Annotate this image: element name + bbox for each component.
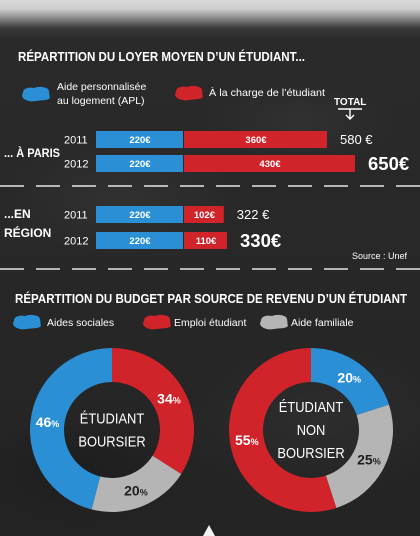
bar-row-2012: 2012 220€ 430€ 650€ <box>64 153 409 174</box>
bar-group-a-paris: ... À PARIS 2011 220€ 360€ 580 € 2012 220€ 430€… <box>4 131 409 174</box>
pct-value: 46 <box>36 414 52 430</box>
apl-segment <box>96 232 183 249</box>
student-share-segment-label: 430€ <box>259 159 281 170</box>
student-share-segment <box>184 206 224 223</box>
donut-center-line: BOURSIER <box>277 444 344 461</box>
pct-value: 55 <box>235 432 251 448</box>
donut-slice-emploi-etudiant <box>112 348 194 474</box>
year-label: 2012 <box>64 159 88 171</box>
group-label: RÉGION <box>4 225 51 240</box>
bar-group-en-region: ...EN RÉGION 2011 220€ 102€ 322 € 2012 220€ 110€… <box>4 206 281 251</box>
legend-apl-label-line-1: Aide personnalisée <box>57 81 146 93</box>
apl-segment <box>96 206 183 223</box>
year-label: 2011 <box>64 210 88 222</box>
apl-segment-label: 220€ <box>129 210 151 221</box>
row-total-value: 322 € <box>237 207 270 222</box>
donut-center-label: BOURSIER <box>277 444 344 461</box>
donut-center-line: NON <box>297 421 326 438</box>
year-label: 2012 <box>64 236 88 248</box>
group-label: ... À PARIS <box>4 145 60 160</box>
pct-unit: % <box>51 419 59 429</box>
apl-segment-label: 220€ <box>129 236 151 247</box>
donut-center-label: BOURSIER <box>78 433 145 450</box>
pct-value: 20 <box>337 369 353 385</box>
legend-apl-label-line-2: au logement (APL) <box>57 95 145 107</box>
row-total-value: 580 € <box>340 132 373 147</box>
pct-unit: % <box>173 396 181 406</box>
rent-chart-title: RÉPARTITION DU LOYER MOYEN D’UN ÉTUDIANT… <box>18 49 305 64</box>
total-column-header: TOTAL <box>334 97 366 108</box>
student-share-segment-label: 102€ <box>194 210 216 221</box>
donut-center-label: ÉTUDIANT <box>279 398 344 415</box>
apl-segment-label: 220€ <box>129 135 151 146</box>
legend-apl-swatch <box>22 86 50 102</box>
donut-center-label: ÉTUDIANT <box>80 410 145 427</box>
pct-value: 34 <box>157 391 173 407</box>
legend-aide-familiale-label: Aide familiale <box>291 317 354 329</box>
student-share-segment <box>184 131 327 148</box>
donut-slice-aide-familiale <box>325 404 393 508</box>
pct-unit: % <box>373 457 381 467</box>
year-label: 2011 <box>64 135 88 147</box>
bar-row-2012: 2012 220€ 110€ 330€ <box>64 230 281 251</box>
pct-unit: % <box>251 437 259 447</box>
row-total-value: 330€ <box>240 230 281 251</box>
donut-slice-label-emploi-etudiant: 34% <box>157 391 181 407</box>
pct-unit: % <box>140 487 148 497</box>
donut-center-line: ÉTUDIANT <box>80 410 145 427</box>
pct-value: 20 <box>124 482 140 498</box>
legend-emploi-etudiant-swatch <box>143 314 171 330</box>
donut-slice-aides-sociales <box>311 348 389 416</box>
source-note: Source : Unef <box>352 251 408 261</box>
donut-slice-label-aide-familiale: 25% <box>357 452 381 468</box>
donut-slice-label-aides-sociales: 20% <box>337 369 361 385</box>
rent-stacked-bar-chart: ... À PARIS 2011 220€ 360€ 580 € 2012 220€ 430€… <box>4 131 409 251</box>
student-share-segment-label: 360€ <box>245 135 267 146</box>
donut-slice-aides-sociales <box>30 348 113 510</box>
apl-segment <box>96 155 183 172</box>
legend-aides-sociales-label: Aides sociales <box>47 317 114 329</box>
donut-slice-emploi-etudiant <box>228 347 337 512</box>
donut-slice-label-emploi-etudiant: 55% <box>235 432 259 448</box>
pct-unit: % <box>353 374 361 384</box>
bottom-pointer-shape <box>203 525 215 536</box>
legend-aides-sociales-swatch <box>13 314 41 330</box>
donut-slice-label-aides-sociales: 46% <box>36 414 60 430</box>
donut-slice-label-aide-familiale: 20% <box>124 482 148 498</box>
student-share-segment <box>184 155 355 172</box>
student-share-segment <box>184 232 227 249</box>
donut-center-line: BOURSIER <box>78 433 145 450</box>
legend-student-share-swatch <box>175 85 203 101</box>
pct-value: 25 <box>357 452 373 468</box>
budget-donut-charts: 34%20%46% ÉTUDIANTBOURSIER20%25%55%ÉTUDIA… <box>30 347 393 512</box>
bar-row-2011: 2011 220€ 360€ 580 € <box>64 131 373 148</box>
donut-slice-aide-familiale <box>91 455 182 512</box>
group-label: ...EN <box>4 207 31 221</box>
donut-center-line: ÉTUDIANT <box>279 398 344 415</box>
budget-chart-title: RÉPARTITION DU BUDGET PAR SOURCE DE REVE… <box>15 291 407 306</box>
donut-center-label: NON <box>297 421 326 438</box>
total-down-arrow-icon <box>338 108 362 120</box>
apl-segment-label: 220€ <box>129 159 151 170</box>
row-total-value: 650€ <box>368 153 409 174</box>
student-share-segment-label: 110€ <box>196 236 217 247</box>
bar-row-2011: 2011 220€ 102€ 322 € <box>64 206 270 223</box>
apl-segment <box>96 131 183 148</box>
legend-aide-familiale-swatch <box>260 314 288 330</box>
legend-student-share-label: À la charge de l’étudiant <box>209 86 325 99</box>
legend-emploi-etudiant-label: Emploi étudiant <box>174 317 246 329</box>
